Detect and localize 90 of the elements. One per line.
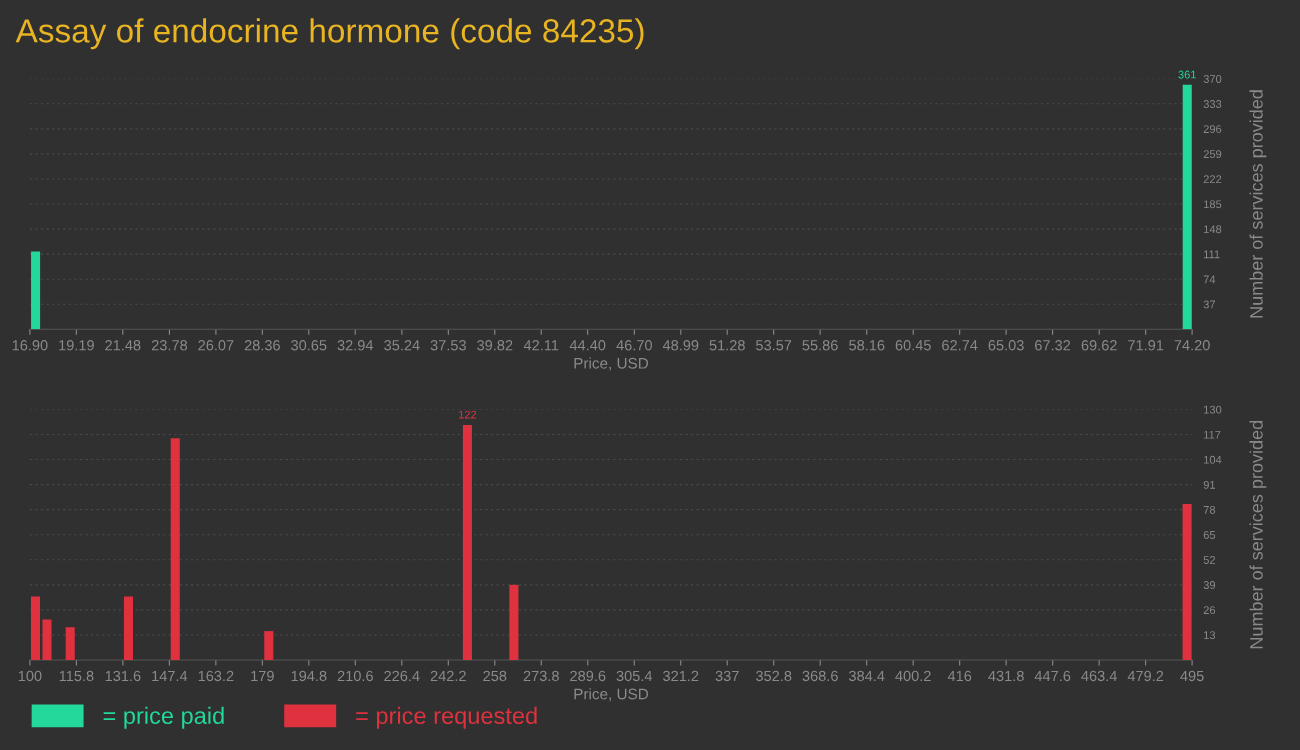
y-tick-label: 65 — [1203, 531, 1216, 539]
y-tick-label: 370 — [1203, 75, 1222, 83]
y-tick-label: 74 — [1203, 275, 1216, 284]
x-tick-label: 447.6 — [1034, 670, 1071, 682]
bar — [123, 596, 133, 660]
y-tick-label: 296 — [1203, 125, 1222, 133]
y-tick-label: 185 — [1204, 200, 1222, 209]
x-tick-label: 53.57 — [756, 340, 792, 351]
x-tick-label: 337 — [715, 670, 739, 682]
bar — [170, 438, 180, 660]
x-tick-label: 55.86 — [802, 340, 838, 351]
x-tick-label: 51.28 — [709, 340, 745, 351]
x-tick-label: 26.07 — [198, 340, 234, 351]
x-tick-label: 131.6 — [105, 670, 141, 682]
x-tick-label: 28.36 — [244, 340, 280, 351]
x-tick-label: 400.2 — [895, 670, 931, 682]
x-tick-label: 42.11 — [523, 340, 559, 351]
x-tick-label: 210.6 — [337, 670, 373, 682]
x-tick-label: 305.4 — [616, 670, 653, 682]
y-tick-label: 13 — [1204, 631, 1216, 640]
y-tick-label: 111 — [1204, 250, 1220, 259]
x-tick-label: 115.8 — [59, 670, 94, 682]
x-tick-label: 74.20 — [1174, 340, 1210, 351]
x-tick-label: 44.40 — [569, 340, 606, 351]
x-tick-label: 67.32 — [1035, 340, 1071, 351]
x-tick-label: 321.2 — [663, 670, 699, 682]
y-axis-title: Number of services provided — [1249, 90, 1267, 318]
y-tick-label: 78 — [1203, 505, 1216, 514]
x-tick-label: 32.94 — [337, 340, 374, 351]
y-tick-label: 222 — [1203, 175, 1222, 183]
x-tick-label: 194.8 — [291, 670, 327, 682]
bar — [42, 619, 52, 660]
x-tick-label: 368.6 — [802, 670, 838, 682]
x-tick-label: 19.19 — [59, 340, 94, 351]
x-tick-label: 163.2 — [198, 670, 234, 682]
x-tick-label: 60.45 — [895, 340, 931, 351]
x-tick-label: 23.78 — [151, 340, 188, 351]
y-tick-label: 39 — [1203, 581, 1216, 589]
x-tick-label: 39.82 — [477, 340, 513, 351]
bar — [30, 596, 41, 660]
x-tick-label: 479.2 — [1127, 670, 1164, 682]
chart-title: Assay of endocrine hormone (code 84235) — [15, 18, 644, 50]
bar — [462, 424, 472, 660]
x-tick-label: 37.53 — [430, 340, 466, 351]
y-tick-label: 104 — [1204, 455, 1222, 464]
x-tick-label: 226.4 — [384, 670, 420, 682]
x-tick-label: 147.4 — [152, 670, 188, 681]
x-tick-label: 352.8 — [756, 670, 792, 682]
y-tick-label: 37 — [1203, 300, 1216, 309]
x-tick-label: 495 — [1180, 670, 1204, 682]
x-axis-title: Price, USD — [574, 688, 649, 702]
x-tick-label: 179 — [251, 670, 274, 682]
x-tick-label: 273.8 — [523, 670, 559, 682]
x-tick-label: 242.2 — [430, 670, 466, 681]
legend-label: = price paid — [103, 706, 224, 729]
x-tick-label: 463.4 — [1081, 670, 1117, 682]
x-tick-label: 71.91 — [1128, 340, 1164, 351]
x-tick-label: 384.4 — [848, 670, 885, 682]
bar — [65, 627, 75, 660]
bar — [509, 584, 519, 660]
y-tick-label: 26 — [1203, 606, 1216, 615]
x-tick-label: 258 — [483, 670, 507, 682]
x-tick-label: 431.8 — [988, 670, 1024, 682]
x-tick-label: 62.74 — [942, 340, 978, 351]
y-tick-label: 333 — [1203, 100, 1222, 108]
y-tick-label: 259 — [1203, 150, 1222, 159]
x-tick-label: 30.65 — [291, 340, 327, 351]
y-tick-label: 91 — [1203, 480, 1216, 489]
y-tick-label: 52 — [1203, 556, 1216, 564]
x-tick-label: 48.99 — [662, 340, 699, 351]
y-tick-label: 148 — [1204, 225, 1222, 234]
bar — [1182, 503, 1192, 660]
x-tick-label: 58.16 — [849, 340, 885, 351]
x-tick-label: 46.70 — [616, 340, 652, 351]
x-tick-label: 416 — [947, 670, 972, 682]
bar — [264, 631, 274, 660]
x-tick-label: 69.62 — [1081, 340, 1117, 351]
y-tick-label: 130 — [1204, 405, 1222, 414]
data-label: 361 — [1178, 70, 1196, 79]
x-tick-label: 35.24 — [384, 340, 420, 351]
x-tick-label: 65.03 — [988, 340, 1024, 351]
y-axis-title: Number of services provided — [1249, 420, 1267, 649]
y-tick-label: 117 — [1204, 430, 1221, 439]
x-tick-label: 16.90 — [12, 340, 48, 351]
legend-label: = price requested — [356, 706, 537, 729]
x-tick-label: 21.48 — [105, 340, 141, 351]
data-label: 122 — [459, 410, 477, 419]
x-tick-label: 289.6 — [570, 670, 606, 682]
x-axis-title: Price, USD — [574, 357, 649, 371]
x-tick-label: 100 — [18, 670, 42, 682]
